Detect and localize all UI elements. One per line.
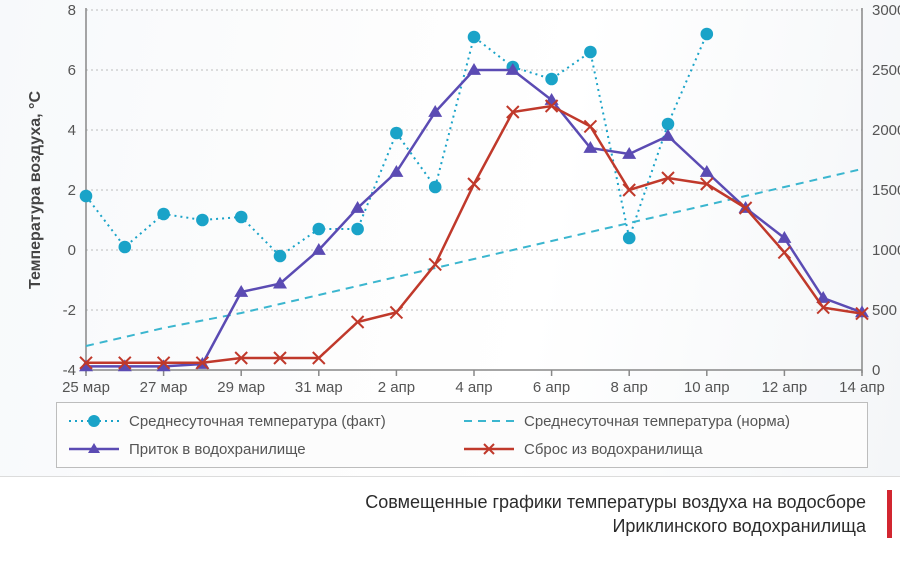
svg-text:4: 4: [68, 122, 76, 139]
caption-line-1: Совмещенные графики температуры воздуха …: [0, 490, 882, 514]
svg-text:29 мар: 29 мар: [217, 379, 265, 396]
svg-text:12 апр: 12 апр: [762, 379, 808, 396]
svg-text:31 мар: 31 мар: [295, 379, 343, 396]
svg-text:10 апр: 10 апр: [684, 379, 730, 396]
svg-text:14 апр: 14 апр: [839, 379, 885, 396]
svg-text:2000: 2000: [872, 122, 900, 139]
legend-label-temp-fact: Среднесуточная температура (факт): [129, 413, 386, 430]
legend-swatch-temp-fact: [67, 411, 121, 431]
svg-text:2500: 2500: [872, 62, 900, 79]
legend-item-outflow: Сброс из водохранилища: [462, 435, 857, 463]
figure-container: { "figure": { "width_px": 900, "height_p…: [0, 0, 900, 564]
svg-text:3000: 3000: [872, 2, 900, 19]
svg-text:4 апр: 4 апр: [455, 379, 492, 396]
legend-label-inflow: Приток в водохранилище: [129, 441, 306, 458]
svg-text:1500: 1500: [872, 182, 900, 199]
caption-accent-bar: [887, 490, 892, 538]
svg-text:8: 8: [68, 2, 76, 19]
legend-item-inflow: Приток в водохранилище: [67, 435, 462, 463]
legend: Среднесуточная температура (факт) Средне…: [56, 402, 868, 468]
svg-text:27 мар: 27 мар: [140, 379, 188, 396]
legend-swatch-outflow: [462, 439, 516, 459]
svg-text:Температура воздуха, °C: Температура воздуха, °C: [27, 91, 44, 289]
svg-text:25 мар: 25 мар: [62, 379, 110, 396]
legend-swatch-temp-norm: [462, 411, 516, 431]
svg-text:-2: -2: [63, 302, 76, 319]
caption-line-2: Ириклинского водохранилища: [0, 514, 882, 538]
legend-item-temp-fact: Среднесуточная температура (факт): [67, 407, 462, 435]
svg-text:6: 6: [68, 62, 76, 79]
svg-text:1000: 1000: [872, 242, 900, 259]
figure-caption: Совмещенные графики температуры воздуха …: [0, 490, 900, 538]
svg-text:500: 500: [872, 302, 897, 319]
svg-text:2: 2: [68, 182, 76, 199]
legend-label-outflow: Сброс из водохранилища: [524, 441, 703, 458]
svg-text:2 апр: 2 апр: [378, 379, 415, 396]
legend-item-temp-norm: Среднесуточная температура (норма): [462, 407, 857, 435]
legend-label-temp-norm: Среднесуточная температура (норма): [524, 413, 790, 430]
legend-swatch-inflow: [67, 439, 121, 459]
svg-text:6 апр: 6 апр: [533, 379, 570, 396]
svg-text:8 апр: 8 апр: [611, 379, 648, 396]
svg-text:0: 0: [68, 242, 76, 259]
svg-text:0: 0: [872, 362, 880, 379]
svg-text:-4: -4: [63, 362, 76, 379]
